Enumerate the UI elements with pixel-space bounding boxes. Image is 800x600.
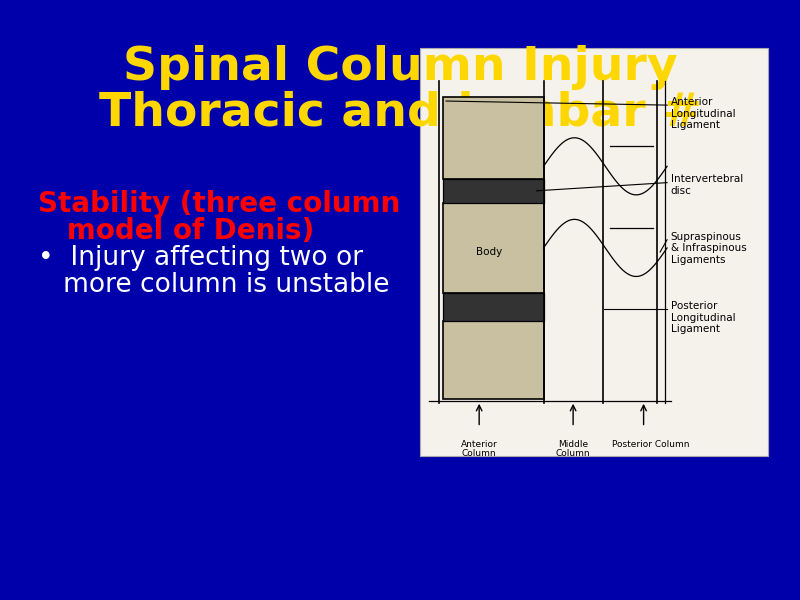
Text: model of Denis): model of Denis) bbox=[38, 217, 314, 245]
Bar bbox=[442, 179, 543, 203]
Text: more column is unstable: more column is unstable bbox=[38, 272, 390, 298]
Bar bbox=[420, 48, 768, 456]
Bar bbox=[442, 97, 543, 179]
Text: Anterior
Longitudinal
Ligament: Anterior Longitudinal Ligament bbox=[670, 97, 735, 130]
Text: Posterior
Longitudinal
Ligament: Posterior Longitudinal Ligament bbox=[670, 301, 735, 334]
Text: Thoracic and lumbar #: Thoracic and lumbar # bbox=[98, 90, 702, 135]
Text: Supraspinous
& Infraspinous
Ligaments: Supraspinous & Infraspinous Ligaments bbox=[670, 232, 746, 265]
Text: Middle
Column: Middle Column bbox=[556, 440, 590, 458]
Text: Body: Body bbox=[477, 247, 502, 257]
Bar bbox=[442, 293, 543, 322]
Text: Anterior
Column: Anterior Column bbox=[461, 440, 498, 458]
Bar bbox=[442, 322, 543, 399]
Bar bbox=[442, 203, 543, 293]
Text: Spinal Column Injury: Spinal Column Injury bbox=[122, 45, 678, 90]
Text: •  Injury affecting two or: • Injury affecting two or bbox=[38, 245, 363, 271]
Text: Intervertebral
disc: Intervertebral disc bbox=[670, 175, 743, 196]
Text: Posterior Column: Posterior Column bbox=[612, 440, 690, 449]
Text: Stability (three column: Stability (three column bbox=[38, 190, 400, 218]
